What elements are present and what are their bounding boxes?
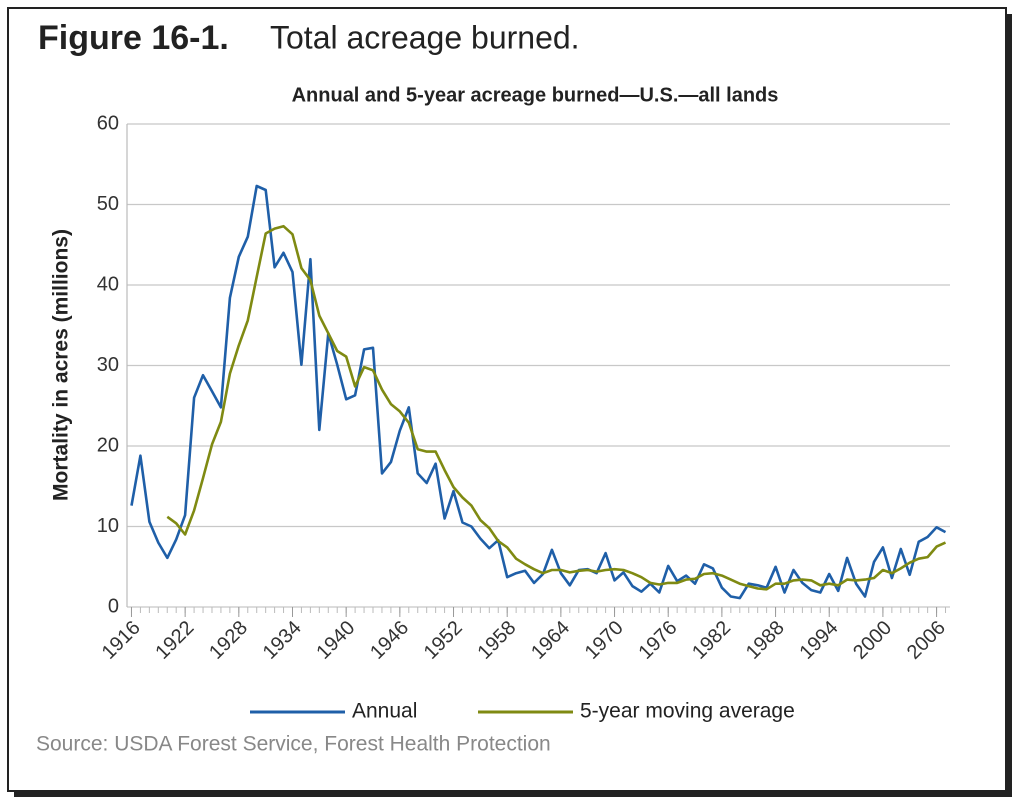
y-tick-label: 40 xyxy=(97,273,119,295)
legend-label: 5-year moving average xyxy=(580,700,795,723)
series-line xyxy=(166,224,947,591)
source: Source: USDA Forest Service, Forest Heal… xyxy=(36,733,551,756)
y-tick-label: 30 xyxy=(97,354,119,376)
figure-caption: Total acreage burned. xyxy=(270,19,580,55)
legend-label: Annual xyxy=(352,700,417,723)
frame xyxy=(7,7,1007,792)
y-axis-label: Mortality in acres (millions) xyxy=(50,229,73,501)
series-line xyxy=(130,184,947,600)
y-tick-label: 20 xyxy=(97,434,119,456)
y-tick-label: 10 xyxy=(97,515,119,537)
y-tick-label: 0 xyxy=(108,595,119,617)
y-tick-label: 60 xyxy=(97,112,119,134)
figure-label: Figure 16-1. xyxy=(38,19,229,57)
y-tick-label: 50 xyxy=(97,193,119,215)
chart-title: Annual and 5-year acreage burned—U.S.—al… xyxy=(292,84,779,106)
